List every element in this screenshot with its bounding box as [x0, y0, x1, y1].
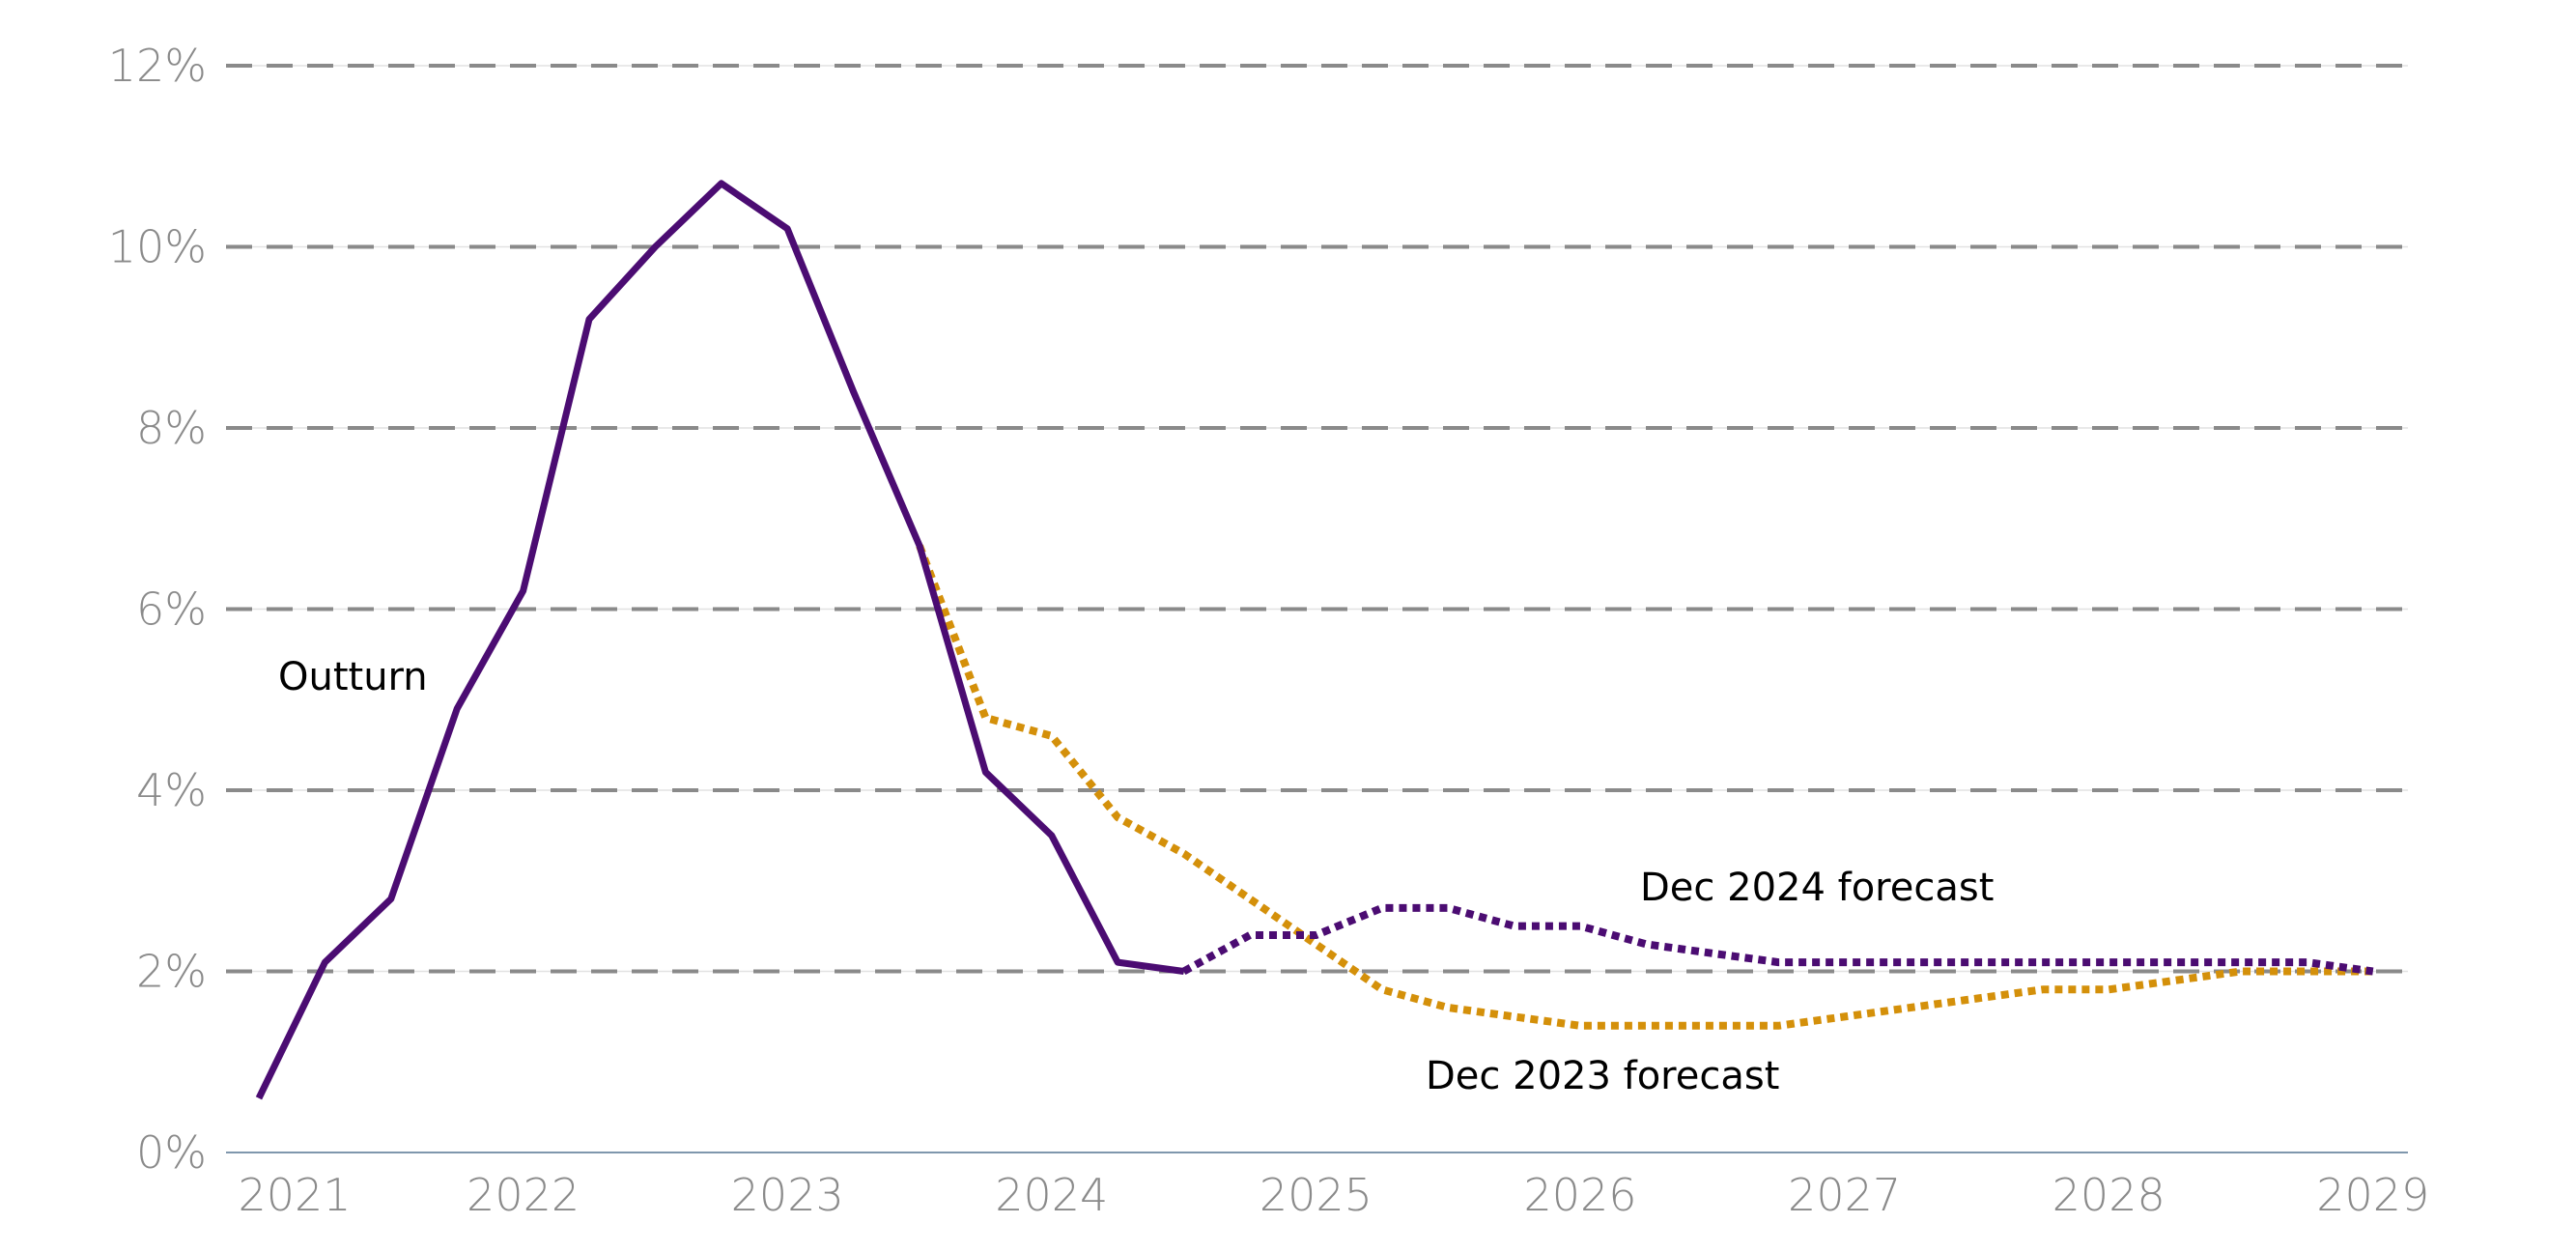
y-tick-label: 8%: [136, 402, 207, 454]
annotation-dec-2023-forecast: Dec 2023 forecast: [1426, 1054, 1779, 1098]
gridlines: [226, 64, 2408, 1153]
y-axis-ticks: 0% 2% 4% 6% 8% 10% 12%: [108, 40, 207, 1179]
y-tick-label: 0%: [136, 1126, 207, 1179]
y-tick-label: 6%: [136, 583, 207, 636]
x-tick-label: 2021: [238, 1169, 351, 1221]
y-tick-label: 2%: [136, 946, 207, 998]
x-tick-label: 2025: [1260, 1169, 1373, 1221]
x-tick-label: 2022: [467, 1169, 580, 1221]
x-tick-label: 2027: [1788, 1169, 1901, 1221]
x-tick-label: 2028: [2052, 1169, 2166, 1221]
y-tick-label: 4%: [136, 764, 207, 816]
y-tick-label: 12%: [108, 40, 207, 92]
x-tick-label: 2024: [995, 1169, 1108, 1221]
annotation-outturn: Outturn: [278, 655, 428, 699]
series-line-dec-2023-forecast: [916, 544, 2373, 1030]
series-lines: [255, 180, 2374, 1100]
series-line-dec-2024-forecast: [1181, 903, 2374, 976]
annotation-dec-2024-forecast: Dec 2024 forecast: [1640, 866, 1994, 910]
x-axis-ticks: 2021 2022 2023 2024 2025 2026 2027 2028 2029: [238, 1169, 2429, 1221]
x-tick-label: 2023: [731, 1169, 844, 1221]
x-tick-label: 2029: [2316, 1169, 2429, 1221]
series-line-outturn: [255, 180, 1185, 1100]
y-tick-label: 10%: [108, 221, 207, 273]
x-tick-label: 2026: [1523, 1169, 1636, 1221]
